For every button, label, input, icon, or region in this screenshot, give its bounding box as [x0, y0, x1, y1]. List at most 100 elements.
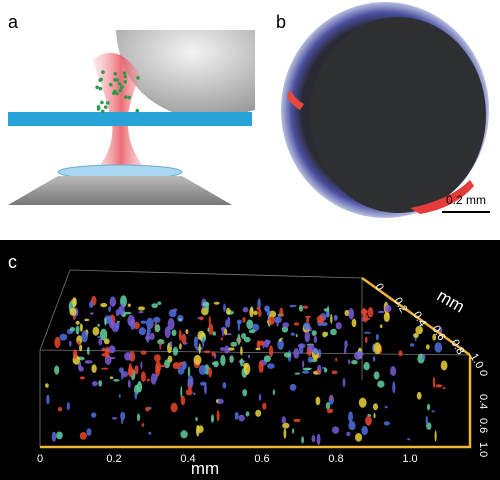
signal: [258, 309, 262, 318]
signal: [316, 433, 321, 446]
sphere: [116, 30, 255, 117]
signal: [211, 351, 216, 357]
volume-render: [45, 295, 448, 446]
signal: [155, 324, 161, 333]
signal: [344, 346, 347, 355]
signal: [236, 319, 242, 325]
signal: [220, 354, 226, 367]
signal: [211, 362, 217, 365]
x-tick-label: 0.2: [106, 453, 121, 465]
signal: [326, 408, 334, 414]
signal: [56, 431, 63, 440]
signal: [256, 340, 261, 350]
signal: [72, 349, 78, 360]
signal: [360, 308, 368, 315]
signal: [267, 311, 270, 316]
signal: [79, 376, 86, 380]
signal: [77, 340, 81, 346]
signal: [323, 367, 328, 373]
signal: [51, 431, 57, 442]
signal: [138, 311, 144, 314]
signal: [167, 318, 175, 330]
signal: [293, 322, 300, 326]
signal: [127, 379, 131, 389]
signal: [127, 314, 135, 327]
signal: [227, 316, 231, 328]
signal: [290, 332, 295, 336]
signal: [379, 324, 383, 329]
signal: [120, 411, 126, 421]
signal: [157, 301, 162, 305]
signal: [100, 349, 108, 352]
signal: [293, 418, 301, 423]
signal: [208, 315, 211, 327]
signal: [172, 362, 181, 370]
signal: [277, 339, 284, 350]
signal: [426, 403, 431, 411]
signal: [180, 386, 183, 398]
particle: [100, 100, 104, 105]
particle: [99, 77, 103, 82]
signal: [86, 346, 90, 356]
signal: [187, 375, 194, 388]
signal: [242, 307, 249, 313]
signal: [248, 354, 251, 359]
signal: [72, 297, 77, 308]
particle: [123, 79, 128, 84]
signal: [333, 314, 338, 321]
signal: [281, 326, 289, 333]
signal: [146, 378, 150, 382]
signal: [435, 384, 443, 388]
signal: [222, 382, 227, 389]
signal: [160, 364, 166, 368]
signal: [104, 317, 107, 326]
signal: [134, 365, 139, 375]
signal: [210, 414, 215, 423]
signal: [269, 345, 274, 358]
signal: [109, 296, 117, 308]
signal: [182, 361, 187, 370]
signal: [425, 344, 430, 350]
panel-a: a: [8, 12, 255, 205]
particle: [115, 91, 119, 96]
signal: [440, 360, 448, 371]
signal: [354, 351, 362, 360]
signal: [225, 319, 228, 329]
signal: [112, 417, 117, 420]
signal: [361, 425, 368, 436]
signal: [164, 359, 171, 369]
signal: [140, 371, 146, 383]
signal: [330, 328, 337, 336]
panel-b: b 0.2 mm: [276, 2, 490, 218]
signal: [263, 355, 271, 363]
signal: [293, 348, 300, 359]
signal: [390, 366, 397, 376]
signal: [258, 361, 264, 373]
signal: [220, 337, 224, 341]
signal: [294, 372, 300, 375]
signal: [442, 387, 446, 390]
signal: [199, 316, 204, 321]
signal: [392, 381, 396, 394]
signal: [342, 377, 346, 388]
signal: [84, 318, 90, 322]
signal: [267, 363, 275, 369]
signal: [108, 306, 112, 312]
signal: [101, 353, 108, 357]
signal: [355, 433, 363, 442]
particle: [120, 85, 124, 89]
x-tick-label: 0.8: [328, 453, 343, 465]
signal: [283, 428, 287, 439]
signal: [377, 310, 385, 314]
signal: [299, 343, 304, 355]
signal: [289, 383, 297, 391]
signal: [78, 366, 84, 372]
signal: [54, 365, 60, 375]
signal: [305, 315, 312, 318]
signal: [302, 360, 305, 368]
signal: [187, 366, 191, 378]
signal: [69, 327, 76, 332]
signal: [86, 428, 92, 436]
signal: [216, 410, 220, 422]
axis-unit: mm: [191, 459, 219, 478]
